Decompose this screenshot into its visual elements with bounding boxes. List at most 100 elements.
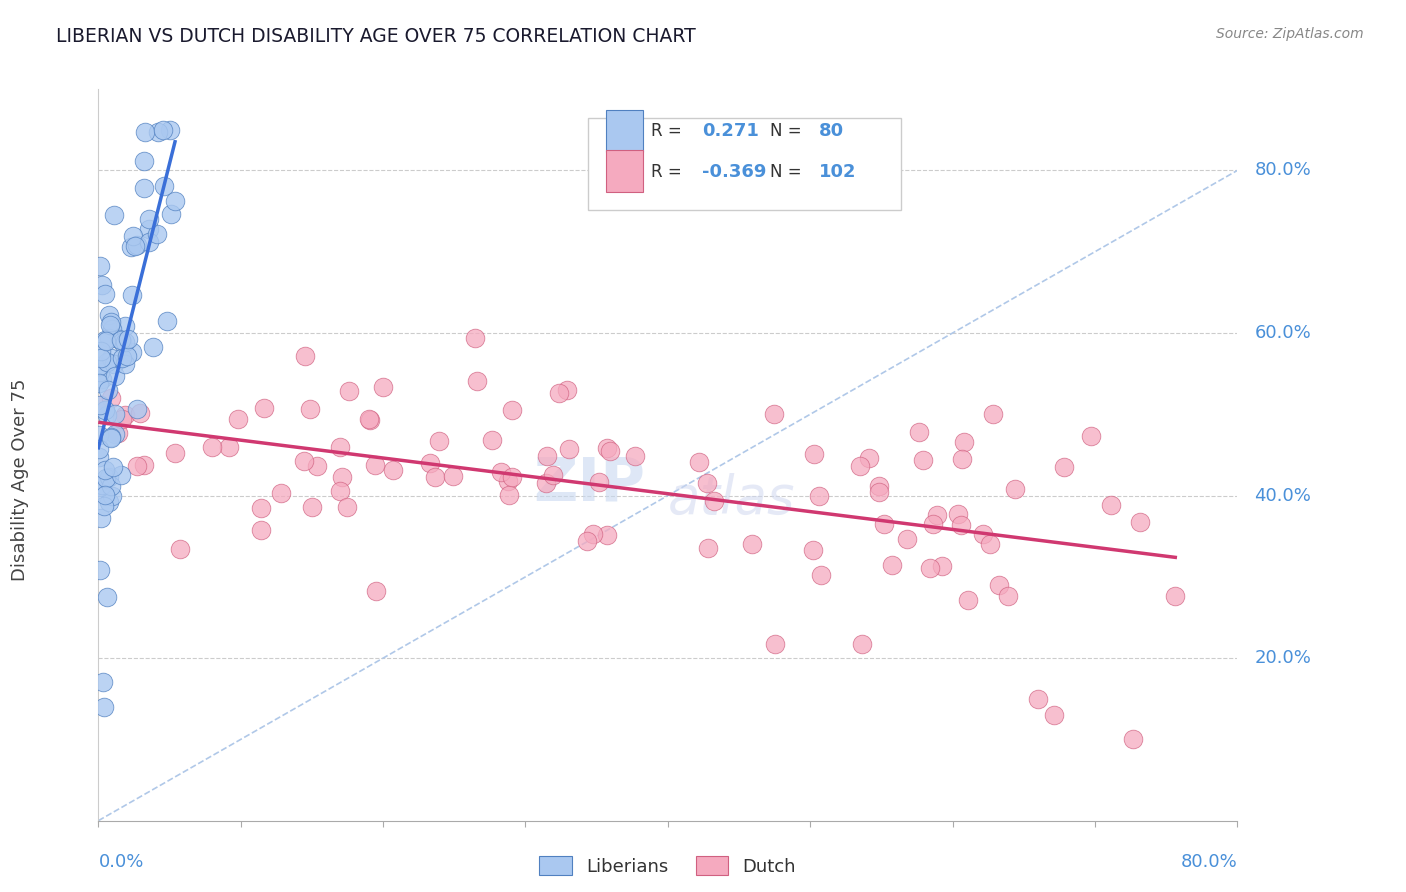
Point	[89, 259, 111, 273]
Point	[89, 563, 111, 577]
Point	[763, 637, 786, 651]
Point	[950, 518, 973, 533]
Point	[896, 532, 918, 546]
Point	[160, 207, 183, 221]
Point	[96, 408, 118, 422]
Point	[103, 208, 125, 222]
Point	[582, 527, 605, 541]
Point	[218, 440, 240, 454]
Point	[558, 442, 581, 456]
Point	[101, 489, 124, 503]
Point	[132, 181, 155, 195]
Point	[125, 402, 148, 417]
Point	[953, 435, 976, 450]
Point	[1026, 691, 1049, 706]
Point	[359, 411, 381, 425]
Point	[138, 212, 160, 227]
Point	[849, 458, 872, 473]
Point	[89, 398, 111, 412]
Point	[427, 434, 450, 448]
Point	[145, 227, 167, 241]
Point	[93, 333, 115, 347]
Point	[93, 499, 115, 513]
Point	[481, 433, 503, 447]
Point	[98, 308, 121, 322]
Point	[226, 411, 249, 425]
Point	[169, 542, 191, 557]
Point	[1099, 498, 1122, 512]
Point	[925, 508, 948, 523]
Point	[111, 334, 134, 349]
Point	[101, 322, 124, 336]
Point	[299, 402, 322, 417]
Point	[100, 430, 122, 444]
Point	[89, 442, 111, 457]
Text: 80.0%: 80.0%	[1254, 161, 1312, 179]
Point	[93, 287, 115, 301]
Point	[114, 335, 136, 350]
Point	[534, 476, 557, 491]
Point	[330, 470, 353, 484]
Text: R =: R =	[651, 122, 686, 140]
Point	[596, 527, 619, 541]
Point	[91, 478, 114, 492]
Point	[623, 449, 645, 463]
Point	[1122, 732, 1144, 747]
Point	[858, 450, 880, 465]
Point	[152, 123, 174, 137]
Point	[810, 567, 832, 582]
Point	[89, 450, 111, 464]
Point	[132, 458, 155, 473]
Point	[100, 431, 122, 445]
Point	[359, 413, 381, 427]
Point	[90, 511, 112, 525]
Point	[1164, 590, 1187, 604]
Text: Disability Age Over 75: Disability Age Over 75	[11, 378, 30, 581]
Point	[868, 484, 890, 499]
Point	[121, 229, 143, 244]
Legend: Liberians, Dutch: Liberians, Dutch	[530, 847, 806, 885]
Point	[121, 287, 143, 301]
Text: N =: N =	[770, 162, 807, 181]
Point	[98, 494, 121, 508]
Point	[97, 331, 120, 345]
Point	[110, 468, 132, 483]
Text: 40.0%: 40.0%	[1254, 486, 1312, 505]
Point	[100, 351, 122, 365]
Point	[868, 479, 890, 493]
Text: R =: R =	[651, 162, 686, 181]
Point	[381, 463, 404, 477]
Point	[115, 349, 138, 363]
Point	[335, 500, 357, 514]
Point	[501, 402, 523, 417]
Point	[912, 453, 935, 467]
Point	[100, 315, 122, 329]
Point	[142, 340, 165, 354]
Text: 20.0%: 20.0%	[1254, 649, 1312, 667]
Point	[696, 476, 718, 491]
FancyBboxPatch shape	[606, 151, 643, 192]
Text: N =: N =	[770, 122, 807, 140]
Point	[108, 332, 131, 346]
Point	[501, 470, 523, 484]
Point	[762, 407, 785, 421]
Point	[94, 403, 117, 417]
Point	[337, 384, 360, 398]
Point	[159, 123, 181, 137]
FancyBboxPatch shape	[606, 110, 643, 152]
Point	[104, 408, 127, 422]
Point	[872, 516, 894, 531]
Point	[125, 459, 148, 474]
Point	[441, 469, 464, 483]
Point	[1080, 428, 1102, 442]
Point	[489, 465, 512, 479]
Point	[91, 277, 114, 292]
Point	[329, 483, 352, 498]
Point	[134, 125, 156, 139]
Point	[104, 427, 127, 442]
Point	[127, 237, 149, 252]
Point	[946, 508, 969, 522]
Point	[988, 577, 1011, 591]
Point	[270, 486, 292, 500]
Point	[138, 221, 160, 235]
